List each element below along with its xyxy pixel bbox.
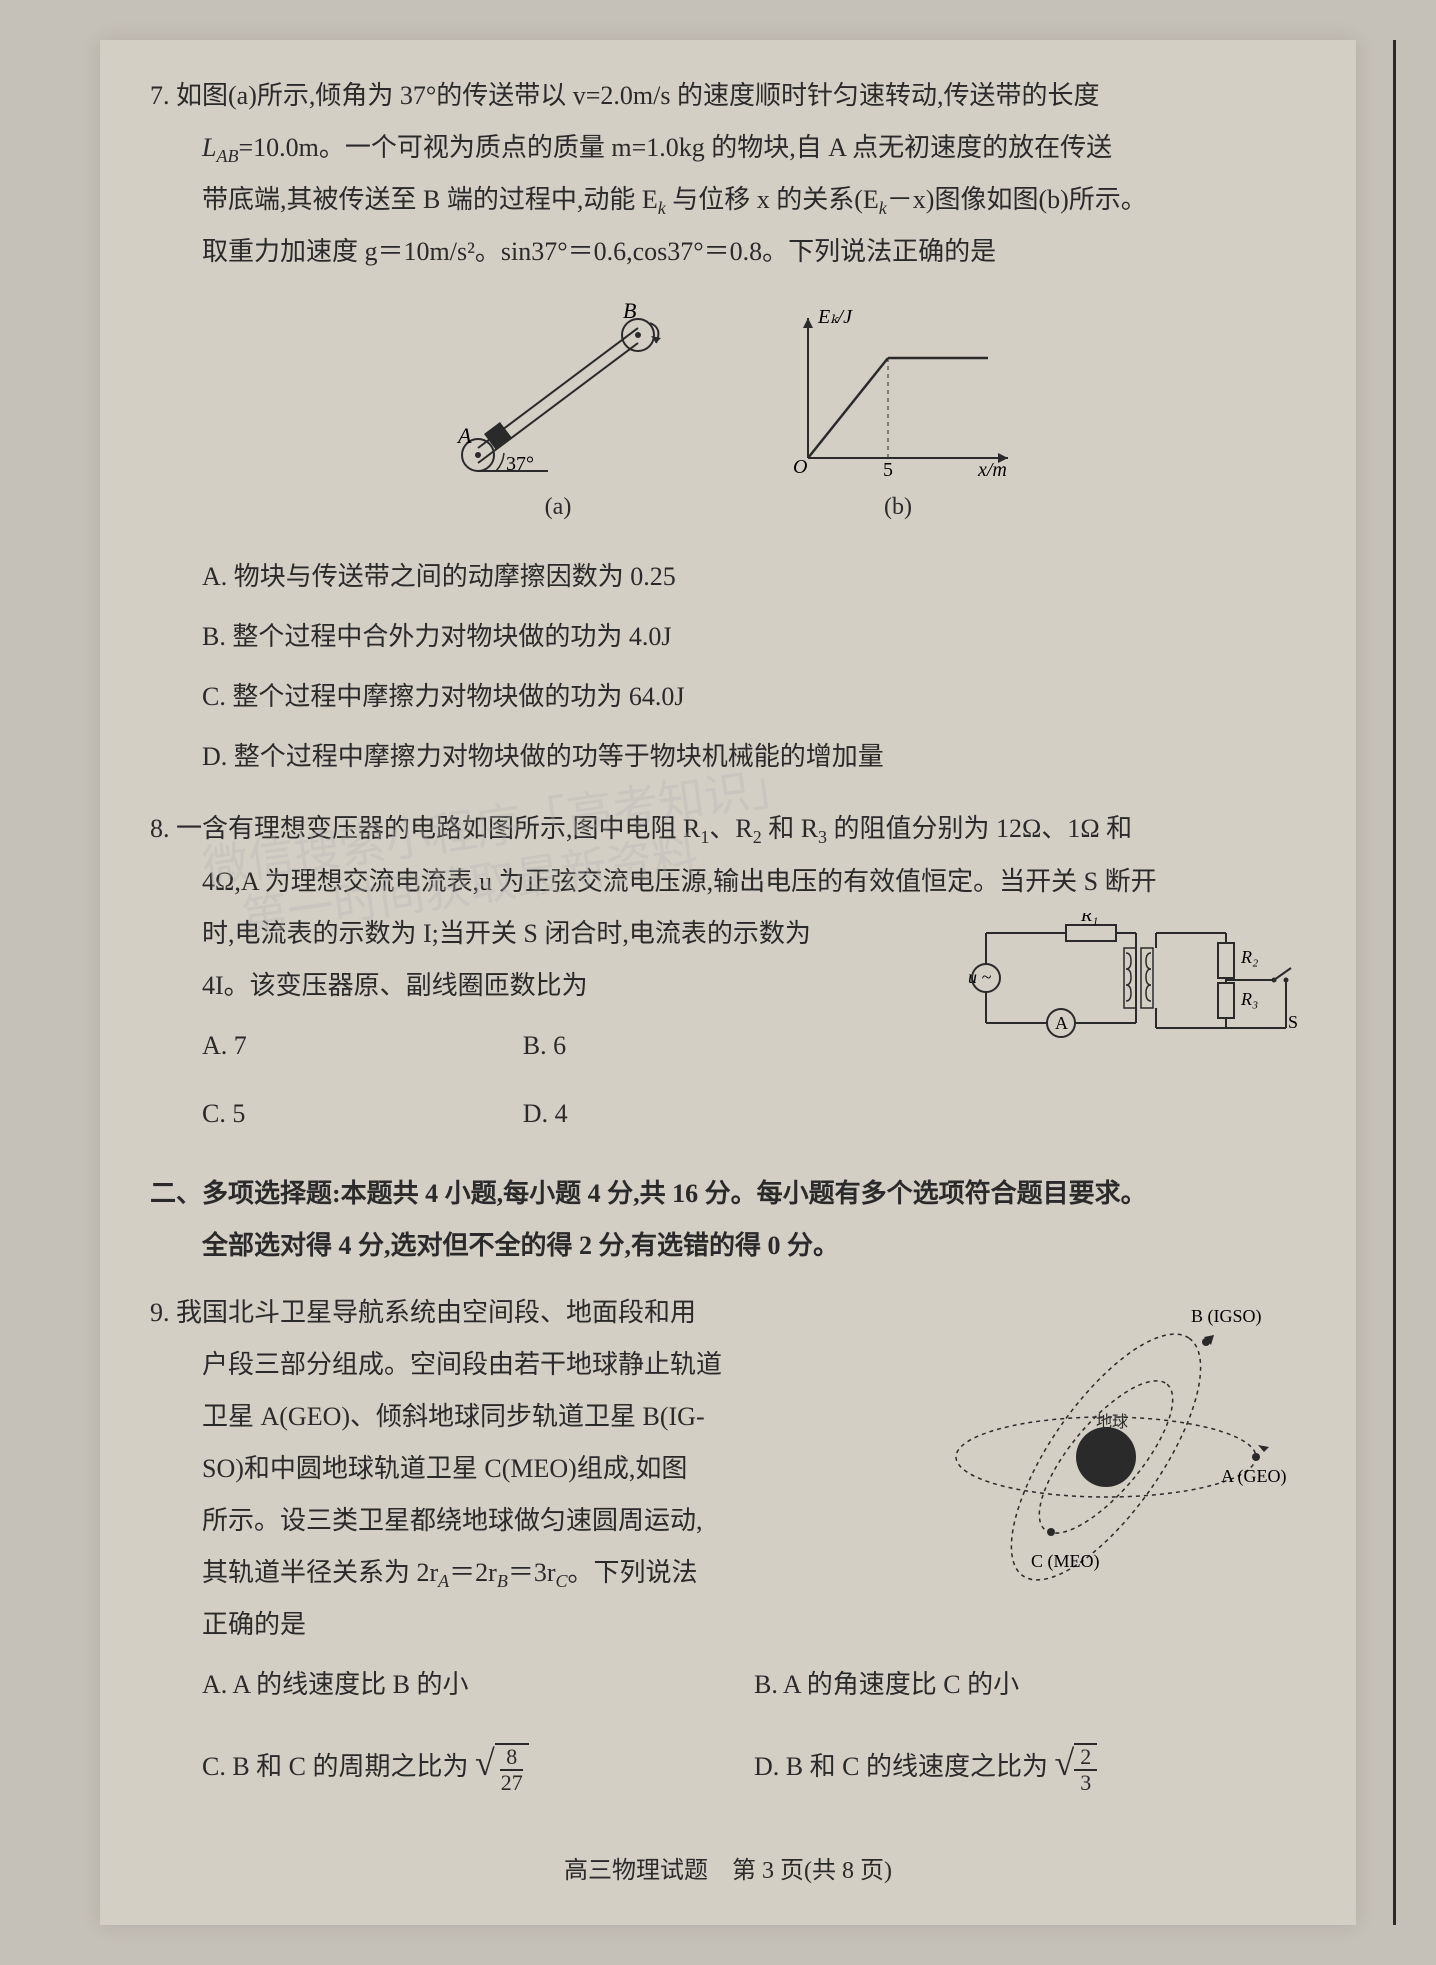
page-right-border — [1393, 40, 1396, 1925]
q9-option-a: A. A 的线速度比 B 的小 — [202, 1659, 754, 1711]
q8-option-c: C. 5 — [202, 1088, 523, 1140]
q8-line4: 4I。该变压器原、副线圈匝数比为 — [150, 960, 844, 1012]
r1-label: R₁ — [1080, 913, 1098, 925]
q9-line1-row: 9. 我国北斗卫星导航系统由空间段、地面段和用 — [150, 1287, 916, 1339]
x-axis-label: x/m — [977, 459, 1007, 478]
point-b-label: B — [623, 298, 636, 323]
a-geo-label: A (GEO) — [1221, 1466, 1287, 1487]
r3-label: R₃ — [1240, 989, 1258, 1009]
q8-l1-post: 的阻值分别为 12Ω、1Ω 和 — [827, 814, 1132, 843]
q8-option-b: B. 6 — [523, 1020, 844, 1072]
q9-option-d: D. B 和 C 的线速度之比为 √23 — [754, 1727, 1306, 1799]
q9-option-c: C. B 和 C 的周期之比为 √827 — [202, 1727, 754, 1799]
q8-option-d: D. 4 — [523, 1088, 844, 1140]
question-8: 8. 一含有理想变压器的电路如图所示,图中电阻 R1、R2 和 R3 的阻值分别… — [150, 803, 1306, 1147]
q9-options: A. A 的线速度比 B 的小 B. A 的角速度比 C 的小 C. B 和 C… — [150, 1651, 1306, 1807]
q8-circuit-diagram: R₁ u ~ A R₂ — [966, 913, 1306, 1071]
c-meo-label: C (MEO) — [1031, 1551, 1100, 1572]
origin-label: O — [793, 456, 807, 478]
sqrt-icon: √ — [475, 1743, 495, 1783]
q7-line3: 带底端,其被传送至 B 端的过程中,动能 Ek 与位移 x 的关系(Ek－x)图… — [150, 174, 1306, 226]
q7-l3-post: －x)图像如图(b)所示。 — [887, 185, 1147, 214]
q7-l2-sub: AB — [216, 146, 238, 166]
q7-l3-sub2: k — [879, 198, 887, 218]
angle-label: 37° — [506, 453, 534, 475]
q7-line2: LAB=10.0m。一个可视为质点的质量 m=1.0kg 的物块,自 A 点无初… — [150, 122, 1306, 174]
q9-text-block: 9. 我国北斗卫星导航系统由空间段、地面段和用 户段三部分组成。空间段由若干地球… — [150, 1287, 916, 1651]
switch-label: S — [1288, 1012, 1298, 1032]
r2-label: R₂ — [1240, 947, 1258, 967]
x-tick-5: 5 — [883, 459, 893, 478]
q8-option-a: A. 7 — [202, 1020, 523, 1072]
section-2-line1: 二、多项选择题:本题共 4 小题,每小题 4 分,共 16 分。每小题有多个选项… — [150, 1168, 1306, 1220]
q9-l6-m2: ＝3r — [508, 1558, 556, 1587]
q7-option-b: B. 整个过程中合外力对物块做的功为 4.0J — [202, 611, 1306, 663]
q7-figure-a: 37° A B (a) — [428, 298, 688, 531]
ammeter-label: A — [1055, 1013, 1068, 1033]
q9-d-pre: D. B 和 C 的线速度之比为 — [754, 1752, 1048, 1781]
q9-line2: 户段三部分组成。空间段由若干地球静止轨道 — [150, 1339, 916, 1391]
y-axis-label: Eₖ/J — [817, 306, 853, 328]
q7-stem: 7. 如图(a)所示,倾角为 37°的传送带以 v=2.0m/s 的速度顺时针匀… — [150, 70, 1306, 122]
q9-l6-pre: 其轨道半径关系为 2r — [202, 1558, 438, 1587]
q9-c-frac: 827 — [495, 1743, 529, 1795]
q7-figure-b: O 5 x/m Eₖ/J (b) — [768, 298, 1028, 531]
earth-label: 地球 — [1096, 1413, 1128, 1431]
q8-number: 8. — [150, 814, 170, 843]
q9-line1: 我国北斗卫星导航系统由空间段、地面段和用 — [176, 1298, 696, 1327]
q9-line6: 其轨道半径关系为 2rA＝2rB＝3rC。下列说法 — [150, 1547, 916, 1599]
q7-line1: 如图(a)所示,倾角为 37°的传送带以 v=2.0m/s 的速度顺时针匀速转动… — [176, 81, 1099, 110]
sqrt-icon: √ — [1054, 1743, 1074, 1783]
q9-line3: 卫星 A(GEO)、倾斜地球同步轨道卫星 B(IG- — [150, 1391, 916, 1443]
q9-number: 9. — [150, 1298, 170, 1327]
q7-option-d: D. 整个过程中摩擦力对物块做的功等于物块机械能的增加量 — [202, 731, 1306, 783]
q7-l2-pre: L — [202, 133, 216, 162]
q9-c-den: 27 — [495, 1771, 529, 1795]
q7-l3-sub: k — [658, 198, 666, 218]
q9-l6-post: 。下列说法 — [568, 1558, 698, 1587]
q7-l3-pre: 带底端,其被传送至 B 端的过程中,动能 E — [202, 185, 658, 214]
u-label: u ~ — [968, 967, 992, 987]
q7-line4: 取重力加速度 g＝10m/s²。sin37°＝0.6,cos37°＝0.8。下列… — [150, 226, 1306, 278]
q7-number: 7. — [150, 81, 170, 110]
q7-figures: 37° A B (a) O 5 x/m — [150, 298, 1306, 531]
point-a-label: A — [456, 423, 472, 448]
q8-stem: 8. 一含有理想变压器的电路如图所示,图中电阻 R1、R2 和 R3 的阻值分别… — [150, 803, 1306, 855]
q8-l1-m2: 和 R — [762, 814, 818, 843]
q7-l3-mid: 与位移 x 的关系(E — [666, 185, 879, 214]
q9-d-frac: 23 — [1074, 1743, 1097, 1795]
q9-line5: 所示。设三类卫星都绕地球做匀速圆周运动, — [150, 1495, 916, 1547]
page-footer: 高三物理试题 第 3 页(共 8 页) — [150, 1847, 1306, 1895]
section-2-header: 二、多项选择题:本题共 4 小题,每小题 4 分,共 16 分。每小题有多个选项… — [150, 1168, 1306, 1272]
q8-l1-m1: 、R — [709, 814, 752, 843]
q9-d-num: 2 — [1074, 1745, 1097, 1771]
q7-options: A. 物块与传送带之间的动摩擦因数为 0.25 B. 整个过程中合外力对物块做的… — [150, 551, 1306, 783]
b-igso-label: B (IGSO) — [1191, 1306, 1262, 1327]
q9-c-num: 8 — [500, 1745, 523, 1771]
q7-l2-post: =10.0m。一个可视为质点的质量 m=1.0kg 的物块,自 A 点无初速度的… — [238, 133, 1112, 162]
q8-options: A. 7 B. 6 C. 5 D. 4 — [150, 1012, 844, 1148]
q9-body: 9. 我国北斗卫星导航系统由空间段、地面段和用 户段三部分组成。空间段由若干地球… — [150, 1287, 1306, 1651]
question-9: 9. 我国北斗卫星导航系统由空间段、地面段和用 户段三部分组成。空间段由若干地球… — [150, 1287, 1306, 1807]
q7-option-a: A. 物块与传送带之间的动摩擦因数为 0.25 — [202, 551, 1306, 603]
fig-a-caption: (a) — [545, 483, 572, 531]
q8-line2: 4Ω,A 为理想交流电流表,u 为正弦交流电压源,输出电压的有效值恒定。当开关 … — [150, 856, 1306, 908]
q9-option-b: B. A 的角速度比 C 的小 — [754, 1659, 1306, 1711]
q9-orbit-diagram: 地球 A (GEO) B (IGSO) C (MEO) — [946, 1287, 1306, 1651]
q9-d-den: 3 — [1074, 1771, 1097, 1795]
q9-line4: SO)和中圆地球轨道卫星 C(MEO)组成,如图 — [150, 1443, 916, 1495]
q7-option-c: C. 整个过程中摩擦力对物块做的功为 64.0J — [202, 671, 1306, 723]
q9-l6-m1: ＝2r — [449, 1558, 497, 1587]
page-content: 7. 如图(a)所示,倾角为 37°的传送带以 v=2.0m/s 的速度顺时针匀… — [100, 40, 1356, 1925]
q9-c-pre: C. B 和 C 的周期之比为 — [202, 1752, 469, 1781]
conveyor-belt-diagram: 37° A B — [428, 298, 688, 478]
question-7: 7. 如图(a)所示,倾角为 37°的传送带以 v=2.0m/s 的速度顺时针匀… — [150, 70, 1306, 783]
q9-line7: 正确的是 — [150, 1599, 916, 1651]
section-2-line2: 全部选对得 4 分,选对但不全的得 2 分,有选错的得 0 分。 — [150, 1220, 1306, 1272]
fig-b-caption: (b) — [884, 483, 912, 531]
ek-x-graph: O 5 x/m Eₖ/J — [768, 298, 1028, 478]
q8-l1-pre: 一含有理想变压器的电路如图所示,图中电阻 R — [176, 814, 700, 843]
